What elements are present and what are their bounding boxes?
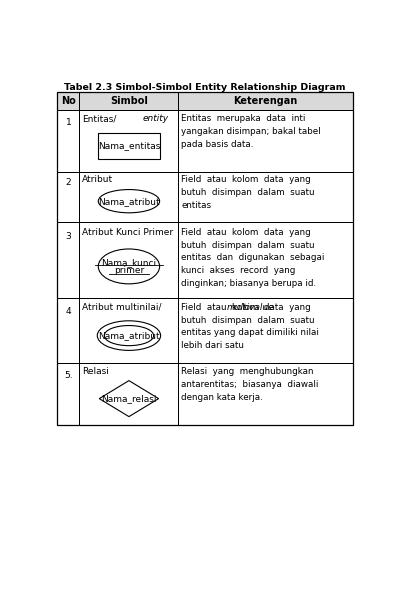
Text: Field  atau  kolom  data  yang
butuh  disimpan  dalam  suatu
entitas: Field atau kolom data yang butuh disimpa… — [181, 176, 315, 210]
Ellipse shape — [104, 325, 154, 346]
Text: Tabel 2.3 Simbol-Simbol Entity Relationship Diagram: Tabel 2.3 Simbol-Simbol Entity Relations… — [64, 83, 346, 92]
Bar — [79, 362, 178, 424]
Bar — [79, 172, 178, 223]
Text: Field  atau  kolom  data  yang
butuh  disimpan  dalam  suatu
entitas yang dapat : Field atau kolom data yang butuh disimpa… — [181, 303, 319, 350]
Ellipse shape — [98, 249, 160, 284]
Text: Entitas  merupaka  data  inti
yangakan disimpan; bakal tabel
pada basis data.: Entitas merupaka data inti yangakan disi… — [181, 114, 321, 149]
Bar — [57, 223, 79, 298]
Text: multivalue: multivalue — [226, 303, 274, 312]
Text: Keterengan: Keterengan — [233, 96, 298, 106]
Text: Nama_entitas: Nama_entitas — [98, 141, 160, 150]
Bar — [98, 133, 160, 159]
Text: Relasi  yang  menghubungkan
antarentitas;  biasanya  diawali
dengan kata kerja.: Relasi yang menghubungkan antarentitas; … — [181, 367, 319, 402]
Bar — [57, 298, 79, 362]
Text: Atribut Kunci Primer: Atribut Kunci Primer — [82, 227, 173, 237]
Bar — [178, 298, 353, 362]
Text: 1: 1 — [66, 118, 71, 127]
Bar — [79, 93, 178, 110]
Bar — [57, 110, 79, 172]
Text: Simbol: Simbol — [110, 96, 148, 106]
Text: No: No — [61, 96, 76, 106]
Bar — [178, 110, 353, 172]
Bar — [178, 93, 353, 110]
Bar — [178, 362, 353, 424]
Bar — [57, 93, 353, 424]
Text: Field  atau  kolom  data  yang
butuh  disimpan  dalam  suatu
entitas  dan  digun: Field atau kolom data yang butuh disimpa… — [181, 227, 325, 288]
Text: Nama_relasi: Nama_relasi — [101, 394, 157, 403]
Text: Nama_atribut: Nama_atribut — [98, 196, 160, 206]
Bar — [178, 223, 353, 298]
Text: 4: 4 — [66, 307, 71, 316]
Text: primer: primer — [114, 266, 144, 275]
Text: 5.: 5. — [64, 371, 73, 380]
Text: Atribut: Atribut — [82, 176, 113, 184]
Bar — [79, 298, 178, 362]
Text: 2: 2 — [66, 179, 71, 187]
Bar — [79, 110, 178, 172]
Text: Entitas/: Entitas/ — [82, 114, 116, 123]
Text: Atribut multinilai/: Atribut multinilai/ — [82, 303, 162, 312]
Text: entity: entity — [143, 114, 169, 123]
Bar — [178, 172, 353, 223]
Bar — [57, 172, 79, 223]
Text: Nama_atribut: Nama_atribut — [98, 331, 160, 340]
Text: Relasi: Relasi — [82, 367, 109, 376]
Bar — [57, 362, 79, 424]
Bar — [79, 223, 178, 298]
Text: 3: 3 — [66, 232, 71, 241]
Polygon shape — [99, 381, 159, 417]
Ellipse shape — [98, 190, 160, 213]
Ellipse shape — [97, 321, 161, 350]
Text: Nama_kunci: Nama_kunci — [101, 258, 156, 267]
Bar — [57, 93, 79, 110]
